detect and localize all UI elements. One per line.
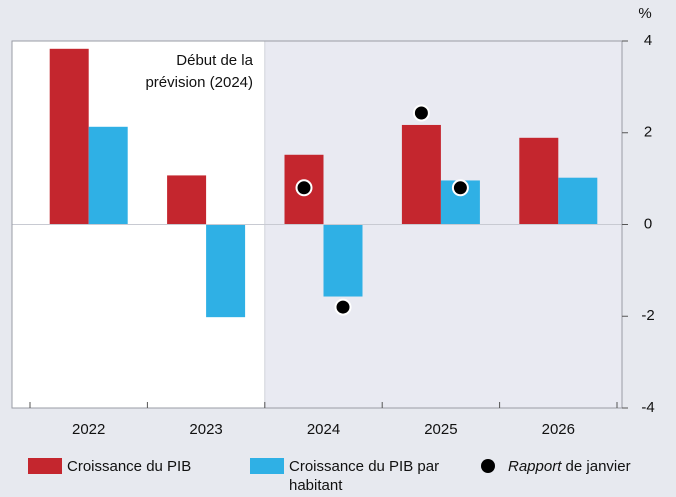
report-dot (334, 298, 352, 316)
x-tick-label: 2025 (424, 421, 457, 438)
legend-swatch (28, 458, 62, 474)
bar (558, 177, 598, 225)
x-tick-label: 2026 (542, 421, 575, 438)
legend-swatch (250, 458, 284, 474)
legend-label: Croissance du PIB (67, 458, 192, 475)
bar (167, 175, 207, 225)
legend-label: Rapport de janvier (508, 457, 631, 476)
y-unit: % (638, 5, 651, 22)
annotation: prévision (2024) (145, 74, 253, 91)
y-tick-label: 4 (644, 32, 652, 49)
report-dot (412, 104, 430, 122)
bar (401, 124, 441, 225)
report-dot (295, 179, 313, 197)
x-tick-label: 2024 (307, 421, 340, 438)
x-tick-label: 2022 (72, 421, 105, 438)
bar (206, 224, 246, 318)
legend-marker (481, 459, 495, 473)
annotation: Début de la (176, 52, 253, 69)
bar (323, 224, 363, 297)
y-tick-label: 2 (644, 124, 652, 141)
legend-label-italic: Rapport (508, 458, 562, 475)
legend-label: Croissance du PIB par habitant (289, 458, 440, 494)
report-dot (451, 179, 469, 197)
x-tick-label: 2023 (189, 421, 222, 438)
y-tick-label: -2 (641, 307, 654, 324)
bar (49, 48, 89, 225)
legend-label-rest: de janvier (565, 458, 631, 475)
bar (519, 137, 559, 225)
bar (88, 126, 128, 225)
y-tick-label: -4 (641, 399, 654, 416)
y-tick-label: 0 (644, 215, 652, 232)
